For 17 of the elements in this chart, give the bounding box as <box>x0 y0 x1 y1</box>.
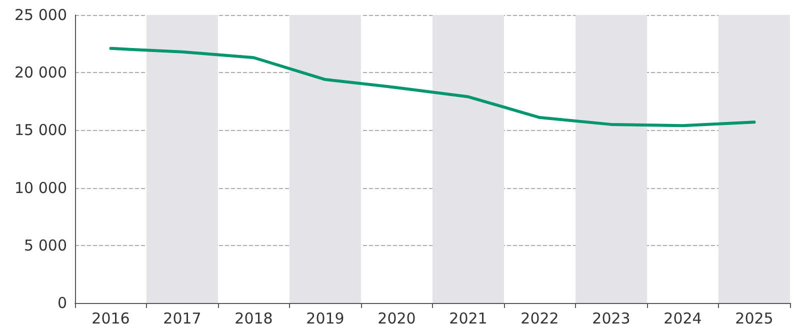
x-tick-label: 2023 <box>592 310 630 328</box>
line-series <box>109 46 756 128</box>
x-tick-label: 2024 <box>664 310 702 328</box>
x-tick-label: 2019 <box>306 310 344 328</box>
y-tick-label: 25 000 <box>14 6 67 24</box>
y-tick-label: 15 000 <box>14 121 67 140</box>
y-tick-label: 0 <box>57 294 67 312</box>
x-tick-label: 2017 <box>163 310 202 328</box>
x-tick-label: 2016 <box>92 310 130 328</box>
x-tick-label: 2020 <box>378 310 416 328</box>
x-tick-label: 2021 <box>449 310 488 328</box>
y-tick-label: 20 000 <box>14 64 67 82</box>
y-tick-label: 10 000 <box>14 178 67 197</box>
x-tick-label: 2025 <box>735 310 774 328</box>
y-tick-label: 5 000 <box>24 236 67 254</box>
x-tick-label: 2018 <box>234 310 273 328</box>
x-tick-label: 2022 <box>520 310 559 328</box>
